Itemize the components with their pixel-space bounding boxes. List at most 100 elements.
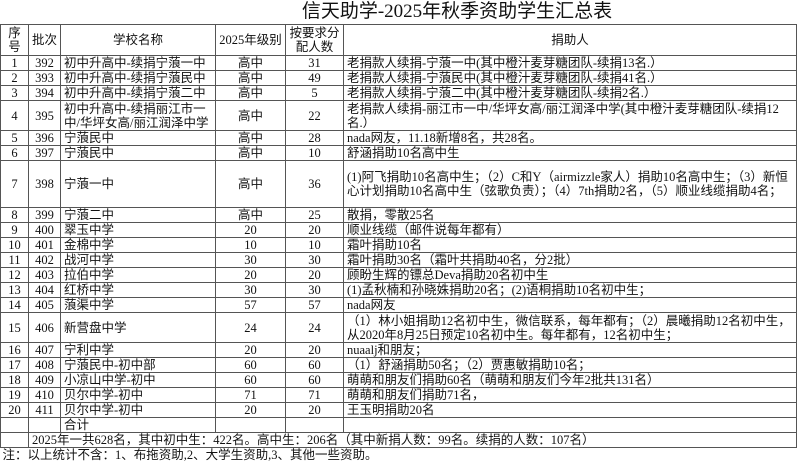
cell-no: 1 bbox=[0, 55, 29, 71]
cell-no: 20 bbox=[0, 402, 29, 418]
cell-count: 10 bbox=[285, 237, 344, 253]
cell-batch: 405 bbox=[28, 297, 61, 313]
cell-level: 30 bbox=[215, 282, 286, 298]
cell-school: 蒗渠中学 bbox=[60, 297, 216, 313]
table-row: 17 408 宁蒗民中-初中部 60 60 （1）舒涵捐助50名；（2）贾惠敏捐助10名； bbox=[0, 357, 798, 373]
empty-cell bbox=[0, 417, 29, 433]
cell-school: 金棉中学 bbox=[60, 237, 216, 253]
table-row: 11 402 战河中学 30 30 霜叶捐助30名（霜叶共捐助40名，分2批） bbox=[0, 252, 798, 268]
cell-batch: 399 bbox=[28, 207, 61, 223]
cell-batch: 397 bbox=[28, 145, 61, 161]
cell-donor: 王玉明捐助20名 bbox=[342, 402, 798, 418]
cell-count: 71 bbox=[285, 387, 344, 403]
cell-level: 30 bbox=[215, 252, 286, 268]
cell-count: 24 bbox=[285, 312, 344, 343]
cell-level: 20 bbox=[215, 402, 286, 418]
cell-batch: 408 bbox=[28, 357, 61, 373]
cell-donor: 散捐，零散25名 bbox=[342, 207, 798, 223]
cell-donor: (1)孟秋楠和孙晓姝捐助20名；(2)语桐捐助10名初中生； bbox=[342, 282, 798, 298]
cell-level: 20 bbox=[215, 267, 286, 283]
cell-count: 5 bbox=[285, 85, 344, 101]
cell-school: 宁蒗民中 bbox=[60, 145, 216, 161]
cell-donor: nada网友，11.18新增8名，共28名。 bbox=[342, 130, 798, 146]
summary-table: 信天助学-2025年秋季资助学生汇总表 序号 批次 学校名称 2025年级别 按… bbox=[0, 1, 798, 463]
cell-batch: 395 bbox=[28, 100, 61, 131]
cell-batch: 409 bbox=[28, 372, 61, 388]
cell-count: 57 bbox=[285, 297, 344, 313]
cell-donor: 萌萌和朋友们捐助60名（萌萌和朋友们今年2批共131名） bbox=[342, 372, 798, 388]
cell-batch: 400 bbox=[28, 222, 61, 238]
cell-school: 新营盘中学 bbox=[60, 312, 216, 343]
cell-level: 高中 bbox=[215, 100, 286, 131]
note-text: 注：以上统计不含：1、布拖资助,2、大学生资助,3、其他一些资助。 bbox=[2, 448, 378, 463]
cell-batch: 396 bbox=[28, 130, 61, 146]
summary-text: 2025年一共628名，其中初中生：422名。高中生：206名（其中新捐人数：9… bbox=[27, 432, 798, 448]
cell-no: 12 bbox=[0, 267, 29, 283]
cell-school: 拉伯中学 bbox=[60, 267, 216, 283]
cell-batch: 392 bbox=[28, 55, 61, 71]
cell-donor: 霜叶捐助10名 bbox=[342, 237, 798, 253]
cell-count: 36 bbox=[285, 160, 344, 208]
table-row: 18 409 小凉山中学-初中 60 60 萌萌和朋友们捐助60名（萌萌和朋友们今年2批共… bbox=[0, 372, 798, 388]
cell-batch: 398 bbox=[28, 160, 61, 208]
header-level: 2025年级别 bbox=[215, 24, 286, 56]
cell-batch: 403 bbox=[28, 267, 61, 283]
cell-donor: 老捐款人续捐-丽江市一中/华坪女高/丽江润泽中学(其中橙汁麦芽糖团队-续捐12名… bbox=[342, 100, 798, 131]
cell-school: 贝尔中学-初中 bbox=[60, 402, 216, 418]
cell-school: 贝尔中学-初中 bbox=[60, 387, 216, 403]
cell-school: 宁蒗一中 bbox=[60, 160, 216, 208]
cell-count: 25 bbox=[285, 207, 344, 223]
cell-donor: 顺业线缆（邮件说每年都有） bbox=[342, 222, 798, 238]
cell-level: 20 bbox=[215, 342, 286, 358]
cell-no: 19 bbox=[0, 387, 29, 403]
cell-count: 20 bbox=[285, 402, 344, 418]
table-row: 2 393 初中升高中-续捐宁蒗民中 高中 49 老捐款人续捐-宁蒗民中(其中橙汁麦芽糖团… bbox=[0, 70, 798, 86]
header-count: 按要求分配人数 bbox=[285, 24, 344, 56]
table-row: 6 397 宁蒗民中 高中 10 舒涵捐助10名高中生 bbox=[0, 145, 798, 161]
total-label: 合计 bbox=[60, 417, 216, 433]
cell-school: 红桥中学 bbox=[60, 282, 216, 298]
empty-cell bbox=[0, 432, 29, 448]
cell-donor: 老捐款人续捐-宁蒗一中(其中橙汁麦芽糖团队-续捐13名.） bbox=[342, 55, 798, 71]
cell-level: 高中 bbox=[215, 160, 286, 208]
sheet-title: 信天助学-2025年秋季资助学生汇总表 bbox=[301, 1, 613, 22]
cell-count: 30 bbox=[285, 282, 344, 298]
cell-count: 20 bbox=[285, 267, 344, 283]
empty-cell bbox=[342, 417, 798, 433]
table-row: 1 392 初中升高中-续捐宁蒗一中 高中 31 老捐款人续捐-宁蒗一中(其中橙汁麦芽糖团… bbox=[0, 55, 798, 71]
cell-donor: 霜叶捐助30名（霜叶共捐助40名，分2批） bbox=[342, 252, 798, 268]
cell-school: 宁蒗民中-初中部 bbox=[60, 357, 216, 373]
cell-school: 初中升高中-续捐宁蒗一中 bbox=[60, 55, 216, 71]
cell-batch: 407 bbox=[28, 342, 61, 358]
cell-no: 8 bbox=[0, 207, 29, 223]
cell-level: 10 bbox=[215, 237, 286, 253]
cell-level: 57 bbox=[215, 297, 286, 313]
table-row: 16 407 宁利中学 20 20 nuaalj和朋友； bbox=[0, 342, 798, 358]
table-row: 3 394 初中升高中-续捐宁蒗二中 高中 5 老捐款人续捐-宁蒗二中(其中橙汁麦芽糖团队… bbox=[0, 85, 798, 101]
cell-count: 28 bbox=[285, 130, 344, 146]
table-row: 10 401 金棉中学 10 10 霜叶捐助10名 bbox=[0, 237, 798, 253]
cell-no: 14 bbox=[0, 297, 29, 313]
cell-no: 5 bbox=[0, 130, 29, 146]
header-no: 序号 bbox=[0, 24, 29, 56]
cell-no: 18 bbox=[0, 372, 29, 388]
cell-no: 3 bbox=[0, 85, 29, 101]
cell-donor: 萌萌和朋友们捐助71名， bbox=[342, 387, 798, 403]
cell-level: 24 bbox=[215, 312, 286, 343]
header-batch: 批次 bbox=[28, 24, 61, 56]
cell-level: 20 bbox=[215, 222, 286, 238]
cell-batch: 410 bbox=[28, 387, 61, 403]
table-row: 9 400 翠玉中学 20 20 顺业线缆（邮件说每年都有） bbox=[0, 222, 798, 238]
cell-batch: 404 bbox=[28, 282, 61, 298]
cell-school: 宁蒗二中 bbox=[60, 207, 216, 223]
cell-donor: 舒涵捐助10名高中生 bbox=[342, 145, 798, 161]
cell-school: 宁蒗民中 bbox=[60, 130, 216, 146]
cell-count: 31 bbox=[285, 55, 344, 71]
cell-donor: (1)阿飞捐助10名高中生；（2）C和Y（airmizzle家人）捐助10名高中… bbox=[342, 160, 798, 208]
cell-level: 高中 bbox=[215, 207, 286, 223]
cell-no: 15 bbox=[0, 312, 29, 343]
header-donor: 捐助人 bbox=[342, 24, 798, 56]
cell-donor: （1）舒涵捐助50名；（2）贾惠敏捐助10名； bbox=[342, 357, 798, 373]
cell-no: 2 bbox=[0, 70, 29, 86]
cell-count: 30 bbox=[285, 252, 344, 268]
